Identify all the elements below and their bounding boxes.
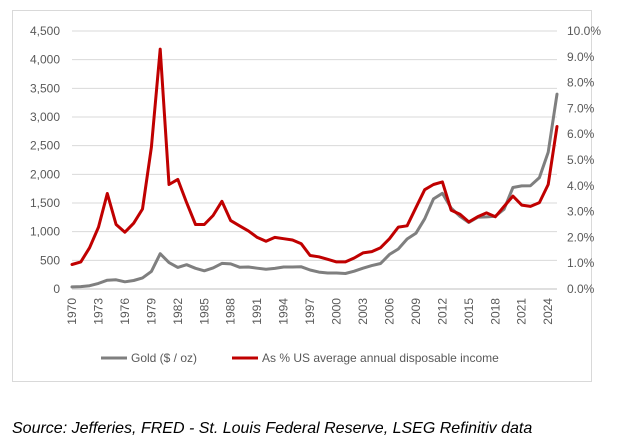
x-tick-label: 1979 bbox=[144, 298, 158, 325]
legend-label: As % US average annual disposable income bbox=[262, 351, 499, 365]
x-tick-label: 1985 bbox=[197, 298, 211, 325]
x-tick-label: 1982 bbox=[171, 298, 185, 325]
x-tick-label: 2021 bbox=[515, 298, 529, 325]
x-axis: 1970 1973 1976 1979 1982 1985 1988 1991 1994 1997… bbox=[65, 298, 555, 325]
x-tick-label: 1991 bbox=[250, 298, 264, 325]
left-tick-label: 4,500 bbox=[30, 24, 60, 38]
chart: 0 500 1,000 1,500 2,000 2,500 3,000 3,500 4,000 4… bbox=[30, 24, 601, 365]
left-tick-label: 0 bbox=[53, 282, 60, 296]
left-y-axis: 0 500 1,000 1,500 2,000 2,500 3,000 3,500 4,000 4… bbox=[30, 24, 60, 296]
left-tick-label: 3,500 bbox=[30, 81, 60, 95]
legend: Gold ($ / oz) As % US average annual disp… bbox=[101, 351, 499, 365]
right-tick-label: 8.0% bbox=[567, 76, 595, 90]
left-tick-label: 1,500 bbox=[30, 196, 60, 210]
left-tick-label: 2,500 bbox=[30, 139, 60, 153]
x-tick-label: 1994 bbox=[277, 298, 291, 325]
right-tick-label: 0.0% bbox=[567, 282, 595, 296]
x-tick-label: 2018 bbox=[488, 298, 502, 325]
x-tick-label: 2015 bbox=[462, 298, 476, 325]
series-line-income-pct bbox=[70, 47, 559, 266]
left-tick-label: 1,000 bbox=[30, 225, 60, 239]
gridlines bbox=[72, 30, 557, 290]
left-tick-label: 3,000 bbox=[30, 110, 60, 124]
legend-label: Gold ($ / oz) bbox=[131, 351, 197, 365]
right-tick-label: 2.0% bbox=[567, 230, 595, 244]
x-tick-label: 1970 bbox=[65, 298, 79, 325]
x-tick-label: 1973 bbox=[91, 298, 105, 325]
source-note: Source: Jefferies, FRED - St. Louis Fede… bbox=[12, 420, 533, 437]
x-tick-label: 2003 bbox=[356, 298, 370, 325]
right-tick-label: 1.0% bbox=[567, 256, 595, 270]
x-tick-label: 1988 bbox=[224, 298, 238, 325]
x-tick-label: 2006 bbox=[382, 298, 396, 325]
left-tick-label: 500 bbox=[40, 253, 60, 267]
x-tick-label: 2024 bbox=[541, 298, 555, 325]
right-tick-label: 7.0% bbox=[567, 101, 595, 115]
x-tick-label: 2000 bbox=[330, 298, 344, 325]
left-tick-label: 2,000 bbox=[30, 167, 60, 181]
series bbox=[70, 47, 559, 289]
right-tick-label: 5.0% bbox=[567, 153, 595, 167]
x-tick-label: 2009 bbox=[409, 298, 423, 325]
right-tick-label: 3.0% bbox=[567, 205, 595, 219]
right-tick-label: 10.0% bbox=[567, 24, 601, 38]
right-tick-label: 9.0% bbox=[567, 50, 595, 64]
left-tick-label: 4,000 bbox=[30, 53, 60, 67]
right-tick-label: 4.0% bbox=[567, 179, 595, 193]
right-tick-label: 6.0% bbox=[567, 127, 595, 141]
x-tick-label: 2012 bbox=[435, 298, 449, 325]
right-y-axis: 0.0% 1.0% 2.0% 3.0% 4.0% 5.0% 6.0% 7.0% 8.0% 9.0%… bbox=[567, 24, 601, 296]
x-tick-label: 1976 bbox=[118, 298, 132, 325]
x-tick-label: 1997 bbox=[303, 298, 317, 325]
